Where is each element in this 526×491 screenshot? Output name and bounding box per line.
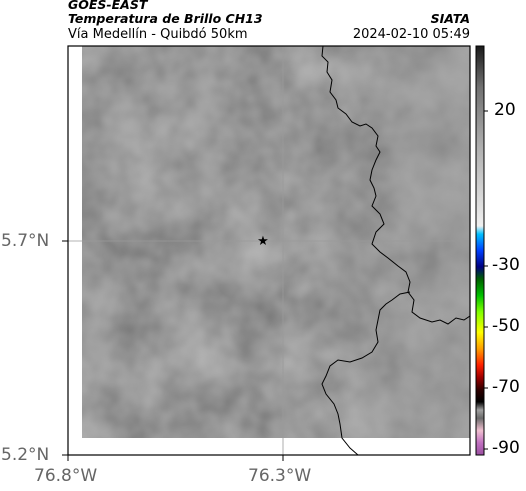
satellite-title: GOES-EAST bbox=[68, 0, 148, 12]
location-subtitle: Vía Medellín - Quibdó 50km bbox=[68, 27, 248, 42]
y-tick-5-2N: 5.2°N bbox=[1, 445, 50, 465]
x-tick-76-3W: 76.3°W bbox=[248, 466, 312, 486]
colorbar-tick-20: 20 bbox=[494, 100, 516, 120]
x-tick-76-8W: 76.8°W bbox=[34, 466, 98, 486]
department-border bbox=[321, 46, 470, 325]
department-border-south bbox=[321, 291, 411, 455]
star-icon: ★ bbox=[257, 234, 269, 249]
colorbar-tick-minus50: -50 bbox=[492, 316, 520, 336]
colorbar-tick-minus30: -30 bbox=[492, 255, 520, 275]
product-title: Temperatura de Brillo CH13 bbox=[68, 11, 263, 26]
y-tick-5-7N: 5.7°N bbox=[1, 231, 50, 251]
organization-label: SIATA bbox=[430, 11, 470, 26]
datetime-label: 2024-02-10 05:49 bbox=[352, 27, 470, 42]
colorbar bbox=[475, 45, 485, 456]
plot-frame bbox=[67, 45, 471, 456]
colorbar-tick-minus90: -90 bbox=[492, 438, 520, 458]
colorbar-tick-minus70: -70 bbox=[492, 377, 520, 397]
